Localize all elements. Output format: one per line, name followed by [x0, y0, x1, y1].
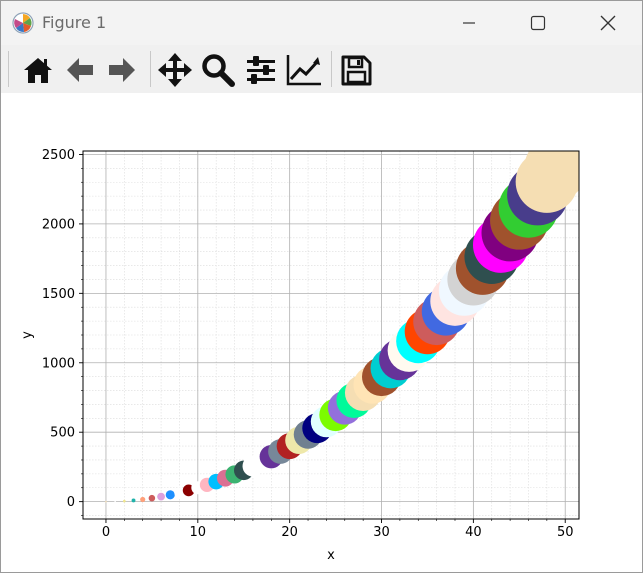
y-tick-label: 2000: [42, 217, 75, 232]
x-tick-label: 0: [102, 525, 110, 540]
toolbar-separator: [8, 51, 9, 87]
toolbar-separator: [150, 51, 151, 87]
close-button[interactable]: [585, 1, 631, 45]
close-icon: [600, 15, 616, 31]
minimize-icon: [463, 22, 475, 24]
scatter-point: [165, 490, 175, 500]
scatter-point: [524, 151, 579, 201]
figure-canvas[interactable]: 0 10 20 30 40 50 0 500 1000 1500 2000 2500 x y: [1, 93, 642, 572]
home-icon: [24, 58, 52, 83]
x-tick-label: 30: [373, 525, 390, 540]
y-tick-label: 1000: [42, 356, 75, 371]
navigation-toolbar: [1, 45, 642, 93]
x-tick-label: 40: [465, 525, 482, 540]
edit-axis-icon: [286, 55, 321, 86]
configure-subplots-button[interactable]: [243, 53, 279, 87]
scatter-point: [105, 500, 107, 503]
toolbar-separator: [331, 51, 332, 87]
x-tick-label: 50: [557, 525, 574, 540]
x-axis-label: x: [327, 548, 335, 563]
scatter-point: [131, 498, 136, 503]
zoom-button[interactable]: [200, 53, 236, 87]
home-button[interactable]: [20, 53, 56, 87]
save-icon: [341, 55, 372, 86]
y-tick-label: 2500: [42, 148, 75, 163]
y-tick-label: 0: [67, 495, 75, 510]
zoom-icon: [202, 54, 235, 87]
y-tick-label: 1500: [42, 287, 75, 302]
maximize-button[interactable]: [515, 1, 561, 45]
scatter-point: [114, 500, 116, 503]
forward-button[interactable]: [104, 53, 140, 87]
matplotlib-logo-icon: [12, 12, 34, 34]
save-button[interactable]: [338, 53, 374, 87]
edit-axis-button[interactable]: [286, 53, 322, 87]
scatter-point: [157, 492, 165, 501]
pan-button[interactable]: [157, 53, 193, 87]
pan-icon: [158, 53, 192, 87]
maximize-icon: [530, 15, 546, 31]
window-title: Figure 1: [42, 13, 107, 32]
scatter-point: [148, 494, 156, 502]
back-icon: [67, 58, 93, 82]
scatter-point: [140, 496, 146, 503]
y-tick-label: 500: [50, 426, 75, 441]
scatter-point: [123, 499, 126, 503]
title-bar[interactable]: Figure 1: [1, 1, 642, 45]
configure-subplots-icon: [247, 56, 275, 84]
x-tick-label: 10: [190, 525, 207, 540]
scatter-points: [105, 151, 579, 503]
y-axis-label: y: [20, 331, 35, 339]
scatter-point: [174, 487, 185, 498]
forward-icon: [109, 58, 135, 82]
x-tick-label: 20: [281, 525, 298, 540]
back-button[interactable]: [62, 53, 98, 87]
minimize-button[interactable]: [446, 1, 492, 45]
